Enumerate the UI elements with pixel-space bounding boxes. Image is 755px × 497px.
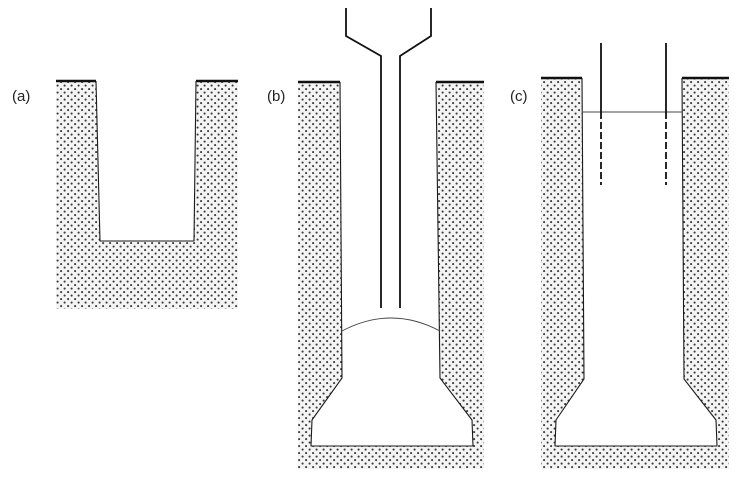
panel-c-label: (c) [510, 88, 528, 105]
panel-c: (c) [510, 43, 729, 469]
shaft-and-bell-outline-b [310, 81, 474, 447]
excavation-outline-a [95, 80, 197, 242]
concrete-surface-b [341, 317, 441, 332]
panel-b: (b) [267, 8, 484, 469]
soil-mass-b [298, 82, 484, 469]
panel-a: (a) [12, 79, 238, 309]
panel-b-label: (b) [267, 88, 285, 105]
completed-pier-outline-c [554, 77, 718, 447]
panel-a-label: (a) [12, 88, 30, 105]
reinforcing-dowels [600, 43, 667, 185]
tremie-pipe-left-wall [345, 8, 382, 308]
soil-mass-a [56, 81, 238, 309]
tremie-pipe-right-wall [399, 8, 432, 308]
soil-mass-c [541, 78, 729, 469]
tremie-pipe [345, 8, 432, 308]
